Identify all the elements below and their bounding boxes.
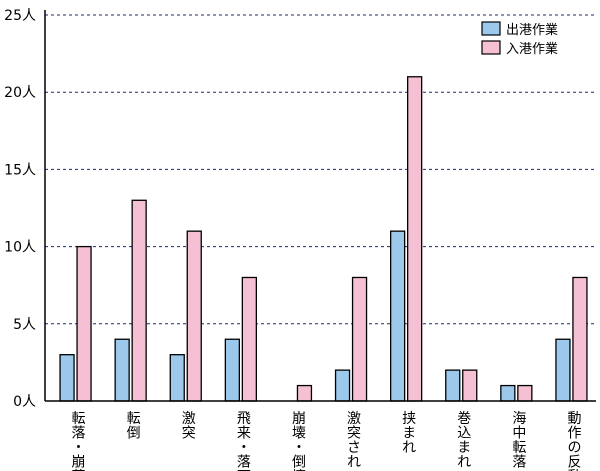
category-label-char: 転: [127, 411, 141, 427]
y-tick-label: 20人: [4, 85, 36, 101]
bar-arrival-7: [462, 369, 478, 402]
category-label-char: 中: [512, 426, 526, 442]
category-label-char: れ: [347, 455, 361, 471]
category-label-char: 動: [567, 469, 581, 471]
category-label-char: の: [567, 440, 581, 456]
category-label-char: 反: [567, 455, 581, 471]
bar-departure-9: [555, 338, 571, 402]
legend-swatch-0: [481, 21, 501, 36]
bar-departure-8: [500, 384, 516, 402]
y-tick-label: 25人: [4, 8, 36, 24]
category-label-char: 壊: [292, 426, 306, 442]
y-tick-label: 15人: [4, 162, 36, 178]
category-label-char: ま: [457, 440, 471, 456]
bar-arrival-6: [406, 76, 423, 402]
legend-swatch-1: [481, 40, 501, 55]
category-label-char: 落: [512, 455, 526, 471]
category-label-char: 突: [347, 426, 361, 442]
category-label-char: 挟: [402, 411, 416, 427]
category-label-char: 下: [237, 469, 251, 471]
category-label-char: ・: [237, 440, 251, 456]
bar-departure-1: [114, 338, 130, 402]
category-labels: 転落・崩落転倒激突飛来・落下崩壊・倒壊激突され挟まれ巻込まれ海中転落動作の反動: [72, 410, 582, 471]
category-label-char: 落: [72, 469, 86, 471]
category-label-char: ま: [402, 426, 416, 442]
bar-departure-2: [169, 354, 185, 402]
bars: [59, 76, 588, 402]
y-tick-label: 0人: [13, 394, 36, 410]
category-label-char: れ: [402, 440, 416, 456]
category-label-char: 動: [567, 411, 581, 427]
bar-arrival-2: [186, 230, 202, 402]
category-label-char: 作: [567, 426, 581, 442]
bar-departure-7: [445, 369, 461, 402]
category-label-char: 巻: [457, 411, 471, 427]
category-label-char: 倒: [292, 455, 306, 471]
category-label-char: さ: [347, 440, 361, 456]
bar-departure-6: [389, 230, 406, 402]
category-label-char: ・: [72, 440, 86, 456]
bar-arrival-0: [76, 245, 92, 402]
category-label-char: 来: [237, 426, 251, 442]
category-label-char: 飛: [237, 411, 251, 427]
y-tick-label: 10人: [4, 240, 36, 256]
bar-arrival-8: [517, 384, 533, 402]
bar-arrival-5: [351, 276, 368, 402]
category-label-char: れ: [457, 455, 471, 471]
bar-departure-3: [224, 338, 241, 402]
y-axis-ticks: 0人 5人 10人 15人 20人 25人: [4, 8, 36, 410]
bar-arrival-1: [131, 199, 147, 402]
category-label-char: 転: [72, 411, 86, 427]
category-label-char: 落: [72, 426, 86, 442]
legend-label-0: 出港作業: [506, 22, 558, 38]
axes: [44, 10, 596, 402]
category-label-char: 激: [347, 410, 361, 427]
category-label-char: 崩: [72, 455, 86, 471]
category-label-char: 激: [182, 410, 196, 427]
grid-lines: [45, 14, 596, 325]
category-label-char: 込: [457, 426, 471, 442]
category-label-char: 転: [512, 440, 526, 456]
bar-arrival-3: [241, 276, 258, 402]
category-label-char: ・: [292, 440, 306, 456]
bar-arrival-9: [572, 276, 588, 402]
category-label-char: 壊: [292, 469, 306, 471]
category-label-char: 崩: [292, 411, 306, 427]
bar-departure-0: [59, 354, 75, 402]
category-label-char: 突: [182, 426, 196, 442]
legend-label-1: 入港作業: [506, 41, 558, 57]
bar-departure-5: [334, 369, 351, 402]
category-label-char: 落: [237, 455, 251, 471]
y-tick-label: 5人: [13, 317, 36, 333]
bar-arrival-4: [296, 384, 313, 402]
category-label-char: 海: [512, 411, 526, 427]
category-label-char: 倒: [127, 426, 141, 442]
